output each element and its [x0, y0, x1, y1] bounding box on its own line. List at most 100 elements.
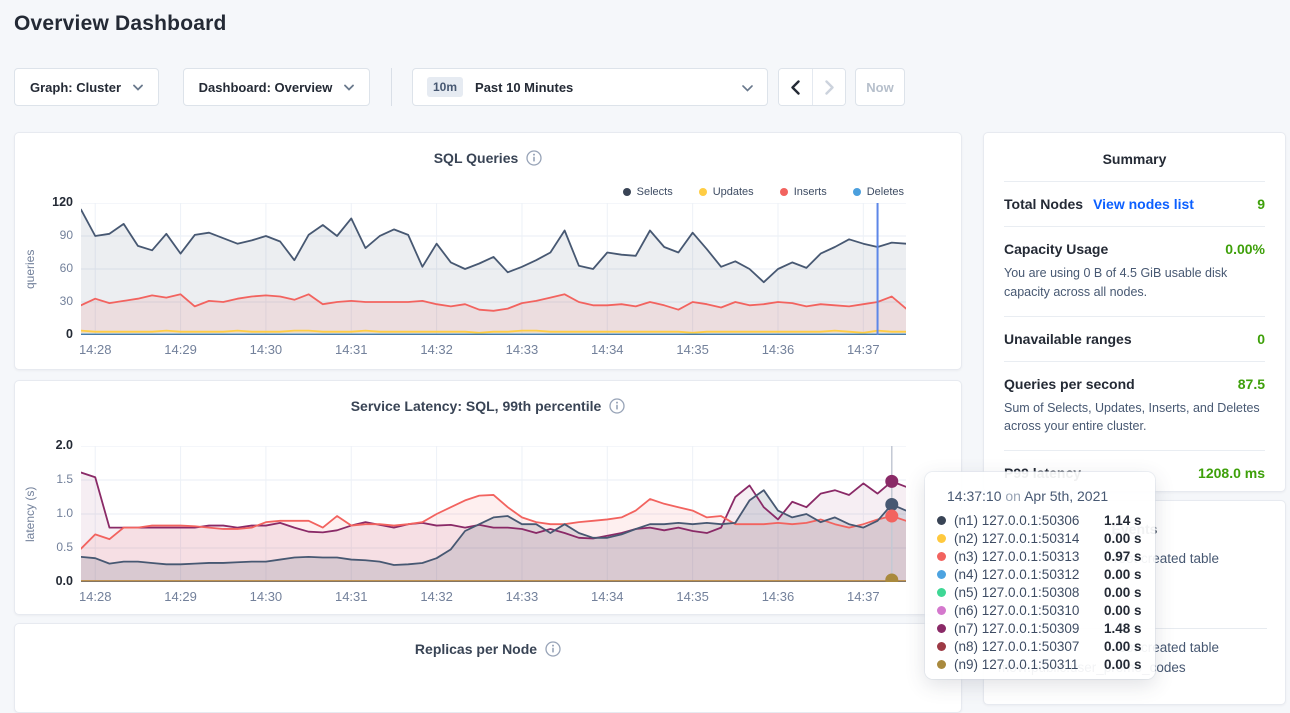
page-title: Overview Dashboard	[14, 12, 227, 36]
node-color-dot	[937, 588, 946, 597]
chart-title-sql-queries: SQL Queries	[434, 150, 519, 166]
graph-dropdown-label: Graph: Cluster	[30, 80, 121, 95]
legend-dot	[699, 188, 707, 196]
now-button[interactable]: Now	[855, 68, 905, 106]
qps-label: Queries per second	[1004, 376, 1135, 392]
summary-row-unavailable-ranges: Unavailable ranges 0	[1004, 316, 1265, 361]
x-tick-label: 14:36	[751, 589, 805, 604]
p99-latency-value: 1208.0 ms	[1198, 465, 1265, 481]
node-color-dot	[937, 624, 946, 633]
x-tick-label: 14:29	[154, 342, 208, 357]
dashboard-dropdown[interactable]: Dashboard: Overview	[183, 68, 370, 106]
node-address: (n8) 127.0.0.1:50307	[954, 639, 1096, 654]
legend-item-deletes: Deletes	[853, 186, 904, 198]
y-tick-label: 0.5	[31, 540, 73, 554]
node-color-dot	[937, 642, 946, 651]
capacity-usage-label: Capacity Usage	[1004, 241, 1108, 257]
chart-legend: Selects Updates Inserts Deletes	[623, 186, 904, 198]
legend-dot	[623, 188, 631, 196]
service-latency-plot[interactable]	[81, 446, 906, 582]
node-latency-value: 0.00 s	[1104, 567, 1142, 582]
summary-title: Summary	[1004, 151, 1265, 167]
chevron-right-icon	[825, 80, 834, 95]
summary-row-capacity: Capacity Usage 0.00% You are using 0 B o…	[1004, 226, 1265, 316]
node-address: (n2) 127.0.0.1:50314	[954, 531, 1096, 546]
x-tick-label: 14:34	[580, 589, 634, 604]
node-latency-value: 0.00 s	[1104, 657, 1142, 672]
time-range-badge: 10m	[427, 77, 463, 97]
x-tick-label: 14:32	[410, 342, 464, 357]
capacity-usage-desc: You are using 0 B of 4.5 GiB usable disk…	[1004, 264, 1265, 302]
legend-item-inserts: Inserts	[780, 186, 827, 198]
node-color-dot	[937, 552, 946, 561]
y-tick-label: 30	[31, 294, 73, 308]
time-range-label: Past 10 Minutes	[475, 80, 573, 95]
x-tick-label: 14:37	[836, 589, 890, 604]
y-tick-label: 1.0	[31, 506, 73, 520]
x-tick-label: 14:30	[239, 342, 293, 357]
legend-item-updates: Updates	[699, 186, 754, 198]
node-address: (n7) 127.0.0.1:50309	[954, 621, 1096, 636]
tooltip-node-row: (n6) 127.0.0.1:503100.00 s	[937, 601, 1145, 619]
tooltip-node-row: (n7) 127.0.0.1:503091.48 s	[937, 619, 1145, 637]
node-address: (n9) 127.0.0.1:50311	[954, 657, 1096, 672]
time-next-button[interactable]	[812, 69, 845, 105]
tooltip-node-row: (n1) 127.0.0.1:503061.14 s	[937, 511, 1145, 529]
node-address: (n4) 127.0.0.1:50312	[954, 567, 1096, 582]
legend-dot	[853, 188, 861, 196]
x-tick-label: 14:33	[495, 342, 549, 357]
x-tick-label: 14:31	[324, 342, 378, 357]
node-address: (n6) 127.0.0.1:50310	[954, 603, 1096, 618]
node-color-dot	[937, 570, 946, 579]
qps-value: 87.5	[1238, 376, 1265, 392]
node-color-dot	[937, 606, 946, 615]
view-nodes-list-link[interactable]: View nodes list	[1093, 196, 1194, 212]
y-tick-label: 0	[31, 327, 73, 341]
chevron-left-icon	[791, 80, 800, 95]
node-latency-value: 0.00 s	[1104, 639, 1142, 654]
total-nodes-label: Total Nodes	[1004, 196, 1083, 212]
info-icon[interactable]	[545, 641, 561, 657]
y-tick-label: 120	[31, 195, 73, 209]
time-pager	[778, 68, 846, 106]
summary-row-total-nodes: Total Nodes View nodes list 9	[1004, 181, 1265, 226]
x-tick-label: 14:31	[324, 589, 378, 604]
x-tick-label: 14:33	[495, 589, 549, 604]
tooltip-node-row: (n8) 127.0.0.1:50307 0.00 s	[937, 637, 1145, 655]
y-tick-label: 2.0	[31, 438, 73, 452]
y-tick-label: 0.0	[31, 574, 73, 588]
replicas-per-node-card: Replicas per Node	[14, 623, 962, 713]
tooltip-node-row: (n2) 127.0.0.1:503140.00 s	[937, 529, 1145, 547]
x-tick-label: 14:30	[239, 589, 293, 604]
graph-dropdown[interactable]: Graph: Cluster	[14, 68, 159, 106]
capacity-usage-value: 0.00%	[1225, 241, 1265, 257]
info-icon[interactable]	[609, 398, 625, 414]
time-prev-button[interactable]	[779, 69, 812, 105]
node-color-dot	[937, 534, 946, 543]
legend-dot	[780, 188, 788, 196]
summary-panel: Summary Total Nodes View nodes list 9 Ca…	[983, 132, 1286, 492]
legend-item-selects: Selects	[623, 186, 673, 198]
summary-row-qps: Queries per second 87.5 Sum of Selects, …	[1004, 361, 1265, 451]
x-tick-label: 14:29	[154, 589, 208, 604]
toolbar-divider	[391, 68, 392, 106]
node-color-dot	[937, 516, 946, 525]
x-tick-label: 14:28	[68, 342, 122, 357]
y-tick-label: 1.5	[31, 472, 73, 486]
node-address: (n1) 127.0.0.1:50306	[954, 513, 1096, 528]
node-latency-value: 0.00 s	[1104, 585, 1142, 600]
unavailable-ranges-value: 0	[1257, 331, 1265, 347]
node-color-dot	[937, 660, 946, 669]
tooltip-timestamp: 14:37:10 on Apr 5th, 2021	[947, 488, 1145, 504]
tooltip-node-row: (n5) 127.0.0.1:503080.00 s	[937, 583, 1145, 601]
chevron-down-icon	[742, 80, 753, 95]
chart-title-service-latency: Service Latency: SQL, 99th percentile	[351, 398, 602, 414]
x-tick-label: 14:34	[580, 342, 634, 357]
chart-title-replicas-per-node: Replicas per Node	[415, 641, 537, 657]
time-range-dropdown[interactable]: 10m Past 10 Minutes	[412, 68, 768, 106]
x-tick-label: 14:35	[666, 342, 720, 357]
info-icon[interactable]	[526, 150, 542, 166]
sql-queries-plot[interactable]	[81, 203, 906, 335]
service-latency-card: Service Latency: SQL, 99th percentile la…	[14, 380, 962, 615]
x-tick-label: 14:32	[410, 589, 464, 604]
